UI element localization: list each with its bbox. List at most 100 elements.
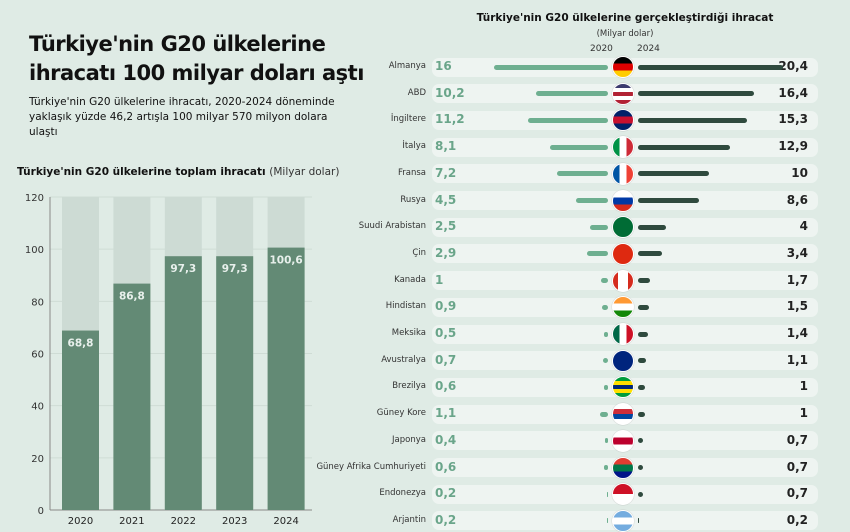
bar-2024 [638,465,643,470]
value-2024: 3,4 [786,245,808,260]
y-tick-label: 20 [31,454,44,465]
bar-2020 [603,384,608,390]
country-name: Endonezya [379,488,426,499]
bar-2020 [600,411,608,417]
flag-icon [612,483,634,506]
value-2020: 2,9 [435,245,457,260]
value-2020: 8,1 [435,139,457,154]
page-title: Türkiye'nin G20 ülkelerine ihracatı 100 … [29,32,364,85]
bar-2020 [603,358,608,364]
bar-2020 [550,144,608,150]
flag-icon [612,82,634,105]
y-tick-label: 80 [31,297,44,308]
bar-2020 [590,224,608,230]
value-2020: 7,2 [435,165,457,180]
value-2024: 15,3 [778,112,808,127]
x-tick-label: 2020 [68,516,93,527]
value-2020: 0,2 [435,512,457,527]
y-tick-label: 60 [31,350,44,361]
x-tick-label: 2021 [119,516,144,527]
value-2020: 0,6 [435,379,457,394]
bar-2024 [638,438,643,444]
bar-2024 [638,278,651,284]
country-name: Arjantin [392,514,426,525]
country-name: ABD [407,87,426,98]
flag-icon [612,323,634,345]
value-2024: 1 [799,406,808,421]
bar-2024 [638,171,709,177]
country-name: Almanya [388,61,426,71]
country-name: Güney Kore [376,408,426,419]
country-name: Hindistan [385,301,426,312]
value-2020: 0,2 [435,486,457,501]
bar-2020 [606,518,608,524]
bar-2023 [216,256,254,510]
bar-2024 [638,491,643,497]
value-2020: 10,2 [435,85,465,100]
bar-2020 [600,278,608,284]
left-chart-title-text: Türkiye'nin G20 ülkelerine toplam ihraca… [17,166,266,178]
country-name: Rusya [400,194,426,205]
bar-2022 [164,256,202,510]
value-2020: 0,6 [435,459,457,474]
flag-icon [612,456,634,479]
bar-2024 [267,247,305,510]
country-name: İtalya [402,141,426,152]
bar-2024 [638,304,649,310]
value-2020: 0,7 [435,352,457,367]
value-2024: 12,9 [778,139,808,154]
flag-icon [612,429,634,452]
flag-icon [612,403,634,426]
country-name: Güney Afrika Cumhuriyeti [316,461,426,472]
bar-2024 [638,224,667,230]
value-2020: 1 [435,272,444,287]
country-name: Kanada [394,274,426,285]
value-2020: 11,2 [435,112,465,127]
bar-2020 [601,304,608,310]
legend-2024: 2024 [637,44,660,54]
country-name: Meksika [391,328,426,338]
flag-icon [612,136,634,159]
bar-2024 [638,64,783,70]
value-2024: 20,4 [778,59,808,73]
bar-value-label: 68,8 [68,338,94,350]
bar-value-label: 100,6 [269,255,302,267]
country-name: Çin [412,247,426,258]
bar-2020 [606,491,608,497]
bar-2020 [604,331,608,337]
flag-icon [612,109,634,132]
y-tick-label: 40 [31,402,44,413]
bar-2024 [638,384,646,390]
country-name: Suudi Arabistan [358,221,426,232]
value-2024: 1,5 [786,299,808,314]
legend-2020: 2020 [590,44,613,54]
bar-2024 [638,144,730,150]
flag-icon [612,216,634,239]
bar-value-label: 86,8 [119,291,145,303]
bar-2024 [638,117,747,123]
y-tick-label: 120 [25,193,44,204]
right-chart-title: Türkiye'nin G20 ülkelerine gerçekleştird… [476,12,774,24]
value-2024: 1 [799,379,808,394]
value-2024: 1,4 [786,326,808,340]
value-2024: 16,4 [778,85,808,100]
bar-2020 [535,91,608,97]
value-2024: 0,7 [786,459,808,474]
value-2020: 16 [435,59,452,73]
bar-2020 [62,330,99,510]
value-2024: 0,7 [786,432,808,447]
flag-icon [612,296,634,319]
bar-2020 [576,198,608,203]
bar-2024 [638,518,640,524]
bar-2024 [638,251,663,257]
bar-2020 [528,117,608,123]
bar-2024 [638,411,646,417]
value-2024: 0,2 [786,512,808,527]
value-2020: 2,5 [435,219,457,234]
total-exports-bar-chart: 0 20 40 60 80 100 120 68,8 2020 86,8 2021 97,3 2022 9… [25,193,312,527]
bar-2020 [494,64,608,70]
right-chart-unit: (Milyar dolar) [596,29,654,39]
flag-icon [612,189,634,212]
bar-value-label: 97,3 [222,263,248,275]
page-subtitle: Türkiye'nin G20 ülkelerine ihracatı, 202… [29,96,335,138]
